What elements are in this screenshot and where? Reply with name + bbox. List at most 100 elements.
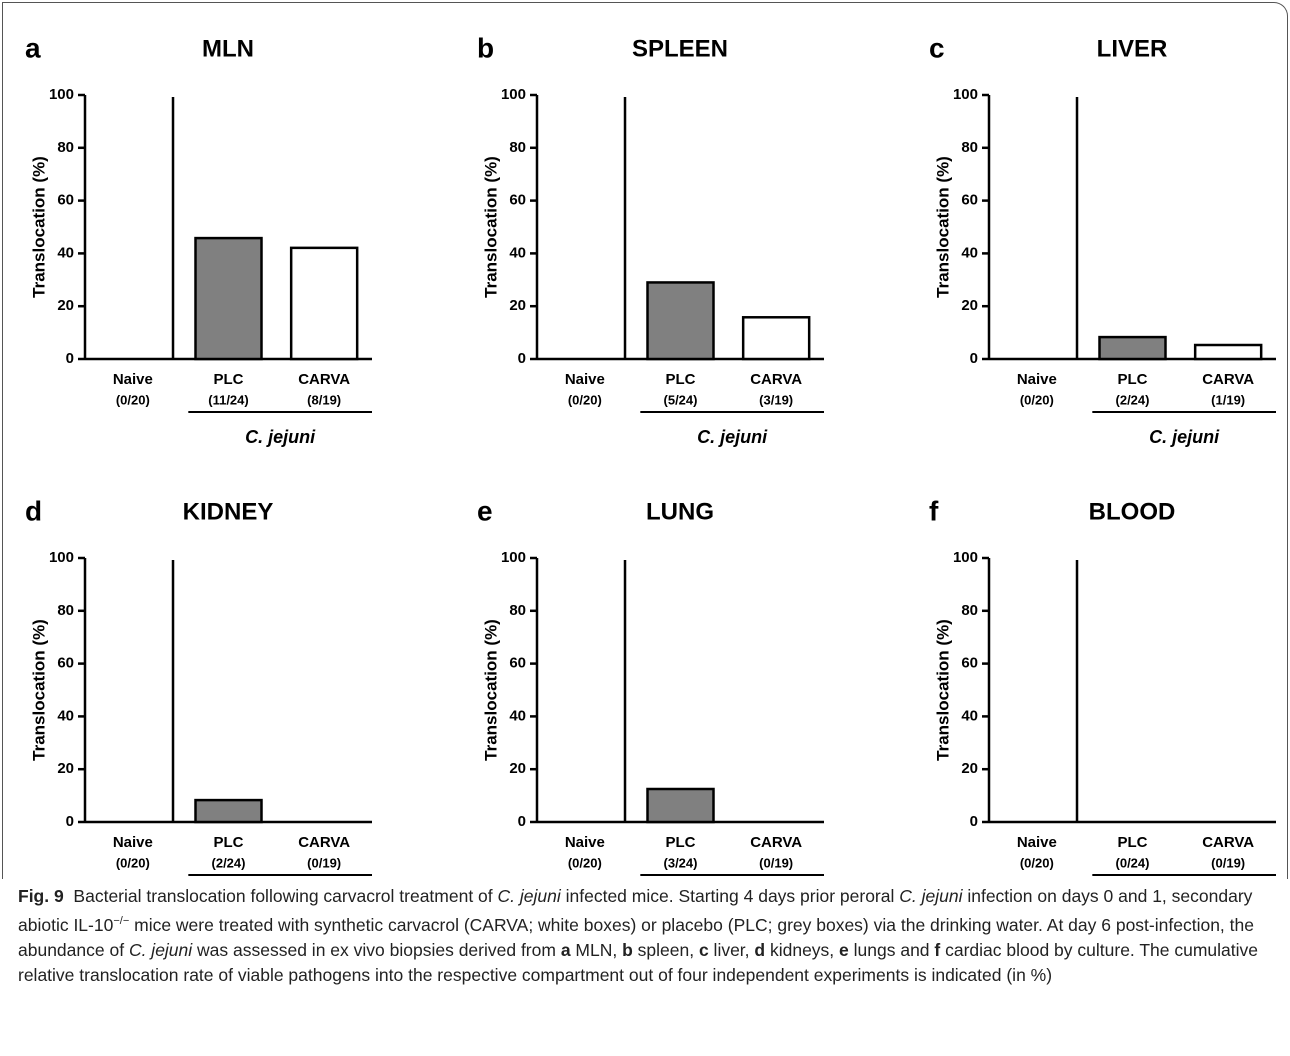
- caption-run: −/−: [113, 915, 130, 927]
- x-tick-label: Naive: [565, 834, 605, 851]
- y-tick-label: 0: [970, 350, 978, 367]
- caption-run: f: [934, 939, 941, 960]
- panel-label: c: [929, 32, 945, 63]
- y-tick-label: 40: [509, 707, 526, 724]
- y-tick-label: 20: [509, 760, 526, 777]
- y-tick-label: 60: [509, 655, 526, 672]
- caption-run: C. jejuni: [899, 886, 963, 906]
- panel-label: f: [929, 495, 939, 526]
- x-tick-label: CARVA: [1202, 834, 1254, 851]
- x-tick-label: PLC: [666, 834, 696, 851]
- caption-run: c: [698, 939, 709, 960]
- caption-run: Bacterial translocation following carvac…: [63, 886, 498, 906]
- x-tick-label: CARVA: [750, 371, 802, 388]
- caption-run: lungs and: [848, 939, 935, 960]
- y-tick-label: 20: [961, 297, 978, 314]
- panel: b SPLEEN Translocation (%) 0 20 40 60 80 100 Naiv…: [477, 32, 824, 447]
- y-tick-label: 60: [57, 655, 74, 672]
- x-tick-sublabel: (8/19): [307, 392, 341, 407]
- y-tick-label: 60: [509, 192, 526, 209]
- x-tick-label: PLC: [1118, 834, 1148, 851]
- x-tick-sublabel: (0/20): [1020, 392, 1054, 407]
- panel: f BLOOD Translocation (%) 0 20 40 60 80 100 Naive…: [929, 495, 1276, 876]
- y-tick-label: 100: [49, 549, 74, 566]
- bar: [1098, 335, 1167, 361]
- y-tick-label: 20: [57, 760, 74, 777]
- x-tick-sublabel: (0/24): [1116, 855, 1150, 870]
- x-tick-label: PLC: [1118, 371, 1148, 388]
- y-tick-label: 60: [961, 655, 978, 672]
- panel-label: d: [25, 495, 42, 526]
- caption-run: liver,: [708, 939, 755, 960]
- figure: a MLN Translocation (%) 0 20 40 60 80 100 Naive (0…: [25, 32, 1276, 876]
- y-tick-label: 20: [57, 297, 74, 314]
- panel: a MLN Translocation (%) 0 20 40 60 80 100 Naive (0…: [25, 32, 372, 447]
- x-tick-sublabel: (11/24): [208, 392, 248, 407]
- x-tick-label: PLC: [214, 371, 244, 388]
- x-tick-label: PLC: [214, 834, 244, 851]
- chart-title: LIVER: [1097, 35, 1168, 62]
- caption-run: C. jejuni: [128, 939, 193, 960]
- y-tick-label: 60: [57, 192, 74, 209]
- x-tick-label: Naive: [1017, 371, 1057, 388]
- figure-frame: [2, 2, 1288, 879]
- y-axis-label: Translocation (%): [29, 156, 48, 298]
- x-tick-label: CARVA: [298, 371, 350, 388]
- x-tick-label: Naive: [1017, 834, 1057, 851]
- chart-title: LUNG: [646, 498, 714, 525]
- chart-title: MLN: [202, 35, 254, 62]
- x-tick-label: PLC: [666, 371, 696, 388]
- y-tick-label: 40: [961, 707, 978, 724]
- y-axis-label: Translocation (%): [933, 156, 952, 298]
- y-tick-label: 80: [961, 139, 978, 156]
- x-tick-sublabel: (2/24): [1116, 392, 1150, 407]
- panel-label: b: [477, 32, 494, 63]
- y-tick-label: 20: [961, 760, 978, 777]
- y-axis-label: Translocation (%): [933, 619, 952, 761]
- caption-run: e: [839, 939, 849, 960]
- x-tick-label: Naive: [113, 834, 153, 851]
- x-tick-sublabel: (2/24): [212, 855, 246, 870]
- y-tick-label: 60: [961, 192, 978, 209]
- x-tick-sublabel: (5/24): [664, 392, 698, 407]
- caption-run: Fig. 9: [18, 886, 64, 906]
- group-label: C. jejuni: [697, 427, 768, 447]
- bar: [194, 236, 263, 361]
- caption-run: was assessed in ex vivo biopsies derived…: [192, 939, 561, 960]
- x-tick-label: CARVA: [1202, 371, 1254, 388]
- bar: [194, 798, 263, 824]
- x-tick-sublabel: (0/20): [568, 392, 602, 407]
- bar: [646, 281, 715, 361]
- x-tick-label: CARVA: [750, 834, 802, 851]
- y-tick-label: 0: [518, 813, 526, 830]
- panel: c LIVER Translocation (%) 0 20 40 60 80 100 Naive…: [929, 32, 1276, 447]
- caption-run: infection on days 0 and 1, secondary abi…: [18, 886, 1258, 935]
- y-tick-label: 80: [509, 602, 526, 619]
- y-tick-label: 80: [57, 139, 74, 156]
- panel-label: a: [25, 32, 41, 63]
- x-tick-sublabel: (0/20): [116, 392, 150, 407]
- caption: Fig. 9 Bacterial translocation following…: [18, 884, 1268, 988]
- x-tick-sublabel: (0/20): [1020, 855, 1054, 870]
- y-tick-label: 100: [501, 549, 526, 566]
- bar: [1193, 343, 1263, 361]
- y-tick-label: 100: [49, 86, 74, 103]
- y-tick-label: 40: [961, 244, 978, 261]
- caption-run: mice were treated with synthetic carvacr…: [18, 914, 1259, 960]
- y-tick-label: 20: [509, 297, 526, 314]
- group-label: C. jejuni: [1149, 427, 1220, 447]
- x-tick-sublabel: (0/20): [116, 855, 150, 870]
- caption-run: d: [754, 939, 766, 960]
- y-tick-label: 0: [970, 813, 978, 830]
- panel-label: e: [477, 495, 493, 526]
- y-axis-label: Translocation (%): [29, 619, 48, 761]
- y-tick-label: 100: [501, 86, 526, 103]
- y-axis-label: Translocation (%): [481, 619, 500, 761]
- panel: d KIDNEY Translocation (%) 0 20 40 60 80 100 Naiv…: [25, 495, 372, 876]
- x-tick-sublabel: (3/19): [759, 392, 793, 407]
- x-tick-sublabel: (0/19): [307, 855, 341, 870]
- caption-run: spleen,: [632, 939, 699, 960]
- bar: [741, 316, 811, 361]
- y-tick-label: 40: [509, 244, 526, 261]
- caption-run: a: [560, 939, 571, 960]
